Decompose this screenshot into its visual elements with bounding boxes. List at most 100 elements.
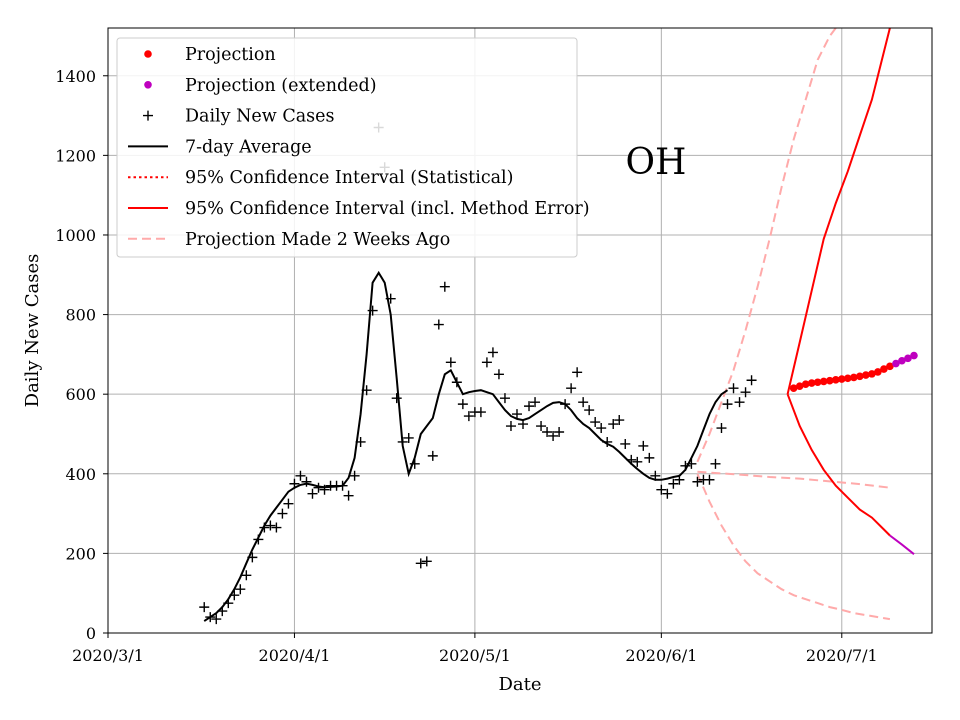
daily-case-marker (457, 399, 468, 410)
daily-case-marker (223, 598, 234, 609)
daily-case-marker (433, 319, 444, 330)
state-annotation: OH (626, 142, 687, 183)
daily-case-marker (445, 357, 456, 368)
daily-case-marker (397, 436, 408, 447)
daily-case-marker (530, 397, 541, 408)
curves (203, 27, 915, 622)
old-projection-upper-line (696, 27, 837, 463)
daily-case-marker (734, 397, 745, 408)
daily-case-marker (746, 375, 757, 386)
old-projection-lower-line (696, 473, 891, 621)
daily-case-marker (313, 482, 324, 493)
daily-case-marker (211, 614, 222, 625)
daily-case-marker (590, 417, 601, 428)
daily-case-marker (451, 377, 462, 388)
projection-point (831, 376, 840, 384)
legend-symbol-dot (144, 50, 152, 58)
daily-case-marker (608, 419, 619, 430)
old-projection-line (697, 470, 891, 489)
projection-extended-point (898, 356, 906, 365)
daily-case-marker (692, 476, 703, 487)
daily-case-marker (247, 552, 258, 563)
daily-case-marker (542, 426, 553, 437)
daily-case-marker (566, 383, 577, 394)
y-tick-label: 1200 (55, 146, 96, 165)
daily-case-marker (265, 520, 276, 531)
projection-extended-point (910, 351, 918, 360)
daily-case-marker (584, 405, 595, 416)
data-marks (199, 123, 918, 625)
daily-case-marker (463, 411, 474, 422)
daily-case-marker (578, 397, 589, 408)
daily-case-marker (596, 423, 607, 434)
daily-case-marker (421, 556, 432, 567)
projection-point (850, 373, 858, 382)
daily-case-marker (548, 430, 559, 441)
daily-case-marker (728, 383, 739, 394)
daily-case-marker (271, 522, 282, 533)
daily-case-marker (686, 458, 697, 469)
daily-case-marker (554, 426, 565, 437)
daily-case-marker (493, 369, 504, 380)
daily-case-marker (524, 401, 535, 412)
daily-case-marker (307, 488, 318, 499)
daily-case-marker (722, 399, 733, 410)
projection-point (874, 368, 882, 376)
projection-point (856, 372, 864, 381)
projection-point (825, 376, 834, 385)
daily-case-marker (283, 498, 294, 509)
daily-case-marker (656, 484, 667, 495)
x-tick-label: 2020/7/1 (806, 646, 878, 665)
y-tick-label: 0 (86, 624, 96, 643)
legend-label: Projection (185, 45, 276, 65)
daily-case-marker (277, 508, 288, 519)
projection-point (795, 382, 804, 391)
daily-case-marker (499, 393, 510, 404)
daily-case-marker (415, 558, 426, 569)
projection-point (819, 377, 828, 386)
daily-case-marker (391, 393, 402, 404)
daily-case-marker (355, 436, 366, 447)
y-tick-label: 1400 (55, 67, 96, 86)
daily-case-marker (439, 281, 450, 292)
y-tick-label: 400 (65, 465, 96, 484)
daily-case-marker (199, 602, 210, 613)
daily-case-marker (361, 385, 372, 396)
daily-case-marker (505, 421, 516, 432)
projection-point (837, 375, 846, 383)
legend-label: 95% Confidence Interval (incl. Method Er… (185, 199, 590, 219)
x-tick-label: 2020/5/1 (439, 646, 511, 665)
ci-method-lower-line (786, 393, 891, 537)
daily-case-marker (487, 347, 498, 358)
axis-ticks: 2020/3/1 2020/4/1 2020/5/1 2020/6/1 2020/7/1… (55, 67, 877, 665)
daily-case-marker (205, 612, 216, 623)
daily-case-marker (680, 460, 691, 471)
daily-case-marker (259, 522, 270, 533)
daily-case-marker (536, 421, 547, 432)
y-tick-label: 200 (65, 544, 96, 563)
daily-case-marker (385, 293, 396, 304)
legend-label: Projection Made 2 Weeks Ago (185, 230, 450, 250)
daily-case-marker (367, 305, 378, 316)
daily-case-marker (602, 436, 613, 447)
projection-point (843, 374, 852, 383)
plot-frame (107, 27, 933, 634)
daily-case-marker (632, 456, 643, 467)
daily-case-marker (427, 450, 438, 461)
legend: Projection Projection (extended) Daily New… (116, 37, 590, 258)
daily-case-marker (319, 484, 330, 495)
daily-case-marker (289, 478, 300, 489)
daily-case-marker (572, 367, 583, 378)
daily-case-marker (229, 590, 240, 601)
daily-case-marker (644, 452, 655, 463)
legend-box (116, 37, 578, 258)
x-tick-label: 2020/6/1 (625, 646, 697, 665)
daily-case-marker (409, 458, 420, 469)
legend-label: 7-day Average (185, 137, 312, 157)
daily-case-marker (475, 407, 486, 418)
legend-label: 95% Confidence Interval (Statistical) (185, 168, 513, 188)
projection-point (813, 378, 822, 387)
legend-label: Projection (extended) (185, 76, 377, 96)
projection-point (862, 371, 870, 379)
daily-case-marker (650, 470, 661, 481)
